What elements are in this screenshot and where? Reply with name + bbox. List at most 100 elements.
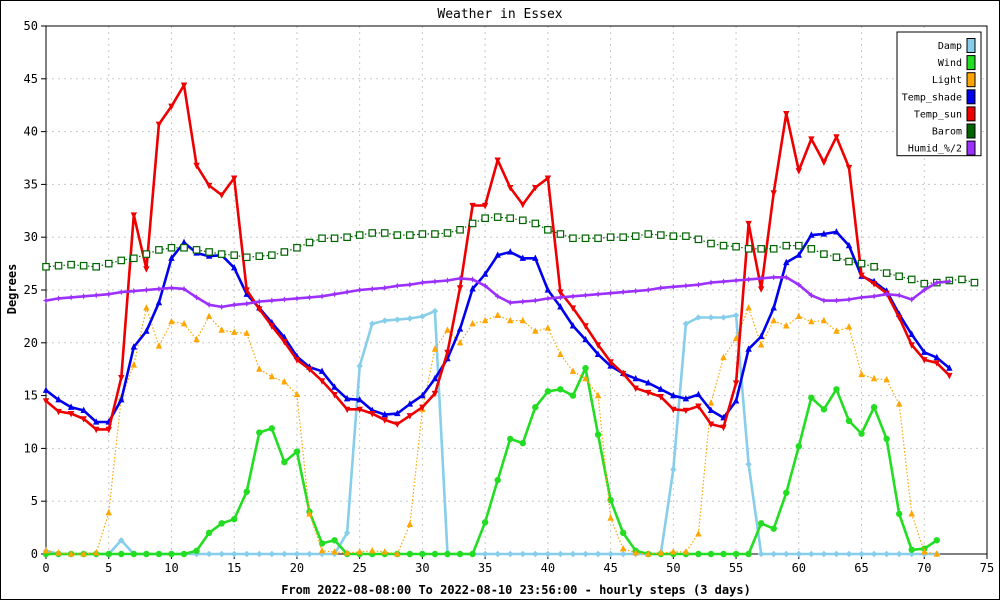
data-point-light	[795, 312, 802, 319]
data-point-temp-shade	[419, 391, 426, 399]
data-point-humid-2	[155, 285, 163, 293]
data-point-temp-shade	[406, 400, 414, 407]
data-point-humid-2	[582, 292, 589, 299]
legend-swatch-light	[966, 72, 976, 88]
data-point-barom	[920, 279, 929, 288]
data-point-humid-2	[481, 282, 489, 289]
data-point-damp	[281, 550, 288, 558]
data-point-damp	[231, 550, 238, 558]
data-point-barom	[393, 231, 402, 239]
data-point-wind	[168, 550, 175, 558]
data-point-temp-sun	[130, 212, 138, 219]
data-point-damp	[607, 550, 614, 558]
data-point-temp-shade	[494, 251, 501, 258]
data-point-temp-sun	[808, 136, 815, 143]
data-point-temp-sun	[381, 417, 388, 424]
data-point-temp-sun	[343, 406, 351, 414]
data-point-humid-2	[92, 292, 100, 299]
data-point-wind	[745, 550, 752, 558]
data-point-humid-2	[795, 281, 802, 288]
data-point-humid-2	[883, 291, 890, 298]
data-point-light	[682, 548, 690, 555]
data-point-humid-2	[632, 287, 639, 295]
data-point-barom	[656, 231, 665, 239]
data-point-humid-2	[845, 296, 853, 303]
data-point-damp	[833, 550, 840, 558]
data-point-light	[858, 370, 865, 378]
data-point-light	[870, 374, 878, 382]
data-point-temp-shade	[820, 230, 828, 237]
data-point-barom	[970, 278, 979, 287]
data-point-humid-2	[645, 286, 652, 294]
data-point-temp-shade	[757, 332, 765, 340]
data-point-humid-2	[519, 298, 526, 305]
data-point-wind	[456, 550, 464, 558]
data-point-humid-2	[870, 293, 878, 300]
data-point-barom	[268, 251, 276, 259]
data-point-light	[645, 550, 652, 557]
data-point-light	[92, 549, 100, 556]
data-point-barom	[330, 234, 339, 243]
x-tick-label: 60	[792, 561, 806, 575]
data-point-light	[481, 316, 489, 324]
data-point-humid-2	[406, 281, 414, 288]
data-point-damp	[419, 313, 426, 320]
data-point-light	[494, 311, 501, 318]
data-point-barom	[669, 232, 678, 240]
data-point-humid-2	[557, 294, 564, 301]
data-point-humid-2	[444, 277, 451, 284]
data-point-wind	[757, 520, 765, 527]
data-point-temp-sun	[619, 370, 627, 378]
data-point-humid-2	[544, 295, 552, 302]
data-point-light	[883, 375, 890, 383]
data-point-humid-2	[143, 286, 150, 294]
data-point-wind	[619, 529, 627, 537]
data-point-temp-sun	[569, 305, 577, 312]
data-point-barom	[205, 248, 213, 256]
data-point-temp-sun	[394, 421, 401, 428]
data-point-temp-sun	[783, 111, 790, 118]
data-point-barom	[468, 219, 477, 228]
data-point-light	[619, 544, 627, 552]
chart-title: Weather in Essex	[437, 7, 562, 22]
data-point-temp-sun	[870, 281, 878, 288]
data-point-humid-2	[507, 299, 514, 306]
x-tick-label: 0	[42, 561, 49, 575]
data-point-humid-2	[707, 279, 715, 286]
data-point-temp-shade	[469, 285, 476, 292]
data-point-damp	[507, 550, 514, 558]
x-tick-label: 45	[603, 561, 617, 575]
data-point-humid-2	[343, 288, 351, 296]
data-point-barom	[832, 253, 841, 262]
data-point-barom	[782, 241, 791, 250]
data-point-temp-shade	[55, 396, 62, 403]
series-humid-2	[42, 274, 953, 311]
data-point-temp-shade	[557, 303, 564, 310]
data-point-barom	[368, 229, 377, 237]
data-point-light	[356, 548, 363, 555]
legend-swatch-barom	[966, 123, 976, 139]
data-point-temp-sun	[469, 202, 476, 210]
data-point-damp	[858, 550, 865, 558]
data-point-wind	[732, 550, 740, 558]
data-point-light	[695, 530, 702, 537]
data-point-barom	[117, 256, 126, 265]
data-point-barom	[619, 233, 627, 242]
data-point-temp-shade	[594, 350, 602, 358]
data-point-temp-sun	[895, 314, 903, 322]
data-point-barom	[707, 239, 715, 248]
data-point-humid-2	[256, 298, 263, 305]
data-point-barom	[719, 241, 728, 250]
data-point-wind	[406, 550, 414, 558]
data-point-light	[632, 549, 639, 556]
data-point-humid-2	[306, 294, 313, 301]
data-point-light	[193, 335, 200, 343]
data-point-wind	[783, 489, 790, 496]
data-point-barom	[531, 219, 540, 228]
data-point-humid-2	[858, 294, 865, 301]
data-point-damp	[431, 307, 439, 315]
data-point-damp	[695, 314, 702, 321]
data-point-temp-sun	[456, 285, 464, 292]
data-point-barom	[343, 233, 351, 242]
data-point-humid-2	[168, 284, 175, 292]
